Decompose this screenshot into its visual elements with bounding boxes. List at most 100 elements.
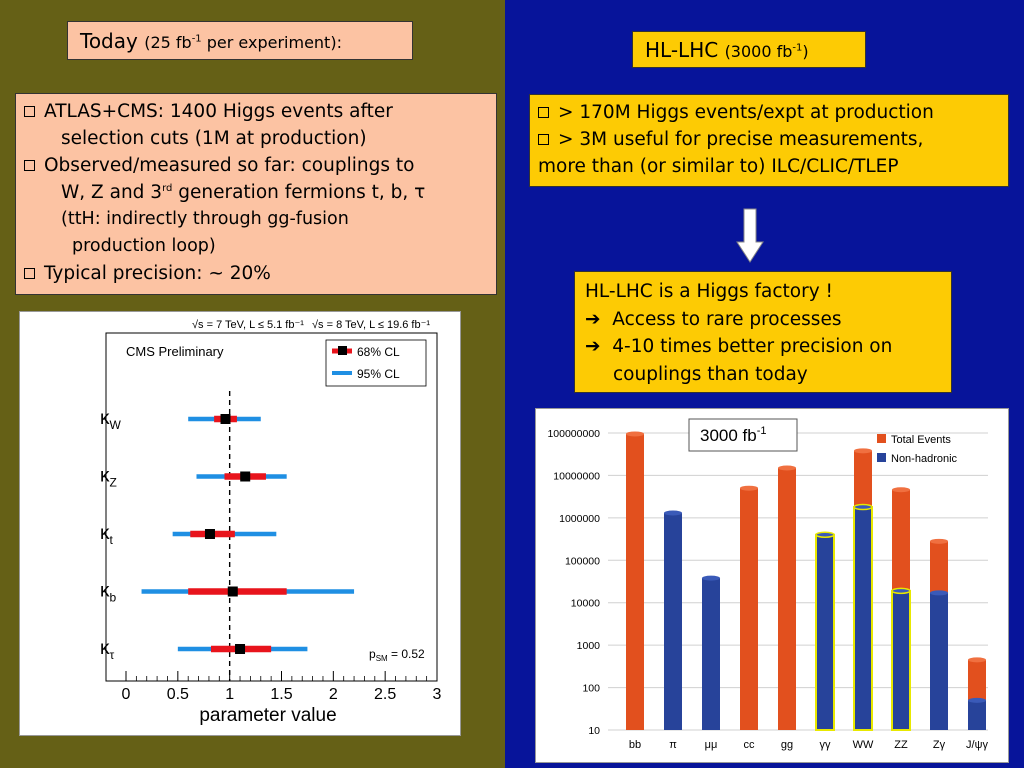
bar-total-cap — [778, 465, 796, 471]
central-value-marker — [240, 471, 251, 482]
legend-total-swatch — [877, 434, 886, 443]
chart-title: CMS Preliminary — [126, 344, 224, 359]
bar-total-cap — [626, 431, 644, 437]
legend-total-label: Total Events — [891, 434, 951, 446]
x-category-label: bb — [629, 739, 641, 751]
legend-box — [325, 339, 427, 387]
x-category-label: J/ψγ — [966, 739, 988, 751]
x-tick-label: 0 — [122, 686, 131, 703]
factory-point: ➔ 4-10 times better precision on — [585, 336, 893, 357]
legend-nonhad-label: Non-hadronic — [891, 453, 958, 465]
checkbox-bullet-icon — [538, 107, 549, 118]
central-value-marker — [204, 529, 215, 539]
legend-95-label: 95% CL — [357, 367, 400, 381]
arrow-down-icon — [736, 208, 764, 263]
bar-non-hadronic-cap — [930, 590, 948, 596]
bullet-item: > 170M Higgs events/expt at production — [538, 99, 1000, 126]
checkbox-bullet-icon — [24, 160, 35, 171]
bar-total-events — [740, 488, 758, 730]
coupling-label: κZ — [100, 466, 117, 490]
bullet-continuation: selection cuts (1M at production) — [61, 128, 367, 149]
bar-non-hadronic — [968, 700, 986, 730]
x-category-label: Zγ — [933, 739, 946, 751]
coupling-label: κt — [100, 523, 114, 547]
higgs-yield-chart: 10 100 1000 10000 100000 1000000 10000000 10000… — [547, 418, 988, 751]
x-category-label: π — [669, 739, 677, 751]
y-tick-label: 1000000 — [559, 513, 600, 525]
x-tick-label: 0.5 — [167, 686, 189, 703]
y-tick-label: 1000 — [577, 640, 601, 652]
bullet-item: Observed/measured so far: couplings to — [24, 152, 488, 179]
checkbox-bullet-icon — [24, 268, 35, 279]
factory-point-continuation: couplings than today — [613, 363, 808, 385]
x-category-label: γγ — [820, 739, 832, 751]
x-category-label: gg — [781, 739, 793, 751]
bar-non-hadronic — [891, 589, 911, 731]
x-category-label: ZZ — [894, 739, 908, 751]
checkbox-bullet-icon — [538, 134, 549, 145]
checkbox-bullet-icon — [24, 106, 35, 117]
bar-non-hadronic — [853, 506, 873, 732]
x-tick-label: 2 — [329, 686, 338, 703]
legend-68-label: 68% CL — [357, 345, 400, 359]
y-tick-label: 10000 — [571, 598, 600, 610]
inset-label: 3000 fb-1 — [700, 425, 767, 445]
factory-point: ➔ Access to rare processes — [585, 308, 842, 330]
x-category-label: μμ — [705, 739, 718, 751]
cms-coupling-chart: √s = 7 TeV, L ≤ 5.1 fb⁻¹ √s = 8 TeV, L ≤… — [100, 319, 442, 726]
bullet-item: > 3M useful for precise measurements, — [538, 126, 1000, 153]
bar-non-hadronic-cap — [664, 510, 682, 516]
y-tick-label: 10000000 — [553, 470, 600, 482]
legend-nonhad-swatch — [877, 453, 886, 462]
bullet-continuation: (ttH: indirectly through gg-fusion — [61, 209, 349, 229]
right-arrow-icon: ➔ — [585, 336, 601, 357]
bar-non-hadronic-cap — [853, 503, 873, 511]
bar-total-cap — [854, 448, 872, 454]
bar-non-hadronic-cap — [815, 531, 835, 538]
coupling-label: κb — [100, 581, 117, 605]
bar-total-events — [778, 467, 796, 730]
right-arrow-icon: ➔ — [585, 308, 601, 330]
bar-total-cap — [930, 538, 948, 544]
cms-coupling-chart-panel: √s = 7 TeV, L ≤ 5.1 fb⁻¹ √s = 8 TeV, L ≤… — [19, 311, 461, 736]
bar-non-hadronic-cap — [891, 587, 911, 595]
x-axis-label: parameter value — [199, 705, 336, 726]
bar-non-hadronic — [702, 578, 720, 730]
factory-heading: HL-LHC is a Higgs factory ! — [585, 281, 833, 302]
bar-non-hadronic-cap — [968, 697, 986, 703]
central-value-marker — [235, 644, 246, 654]
today-title: Today (25 fb-1 per experiment): — [67, 21, 413, 60]
today-summary-box: ATLAS+CMS: 1400 Higgs events after selec… — [15, 93, 497, 295]
x-tick-label: 1 — [225, 686, 234, 703]
central-value-marker — [220, 414, 231, 424]
bullet-continuation: more than (or similar to) ILC/CLIC/TLEP — [538, 156, 899, 177]
bar-non-hadronic — [664, 513, 682, 730]
hl-lhc-title: HL-LHC (3000 fb-1) — [632, 31, 866, 68]
bar-total-cap — [968, 657, 986, 663]
higgs-yield-chart-panel: 10 100 1000 10000 100000 1000000 10000000 10000… — [535, 408, 1009, 763]
p-value-annotation: pSM = 0.52 — [369, 647, 425, 663]
higgs-factory-box: HL-LHC is a Higgs factory ! ➔ Access to … — [574, 271, 952, 393]
x-tick-label: 1.5 — [270, 686, 292, 703]
inset-label-box — [688, 418, 798, 452]
bullet-continuation: production loop) — [72, 236, 216, 256]
chart-header-right: √s = 8 TeV, L ≤ 19.6 fb⁻¹ — [312, 319, 430, 331]
bar-total-cap — [740, 485, 758, 491]
y-tick-label: 100 — [582, 683, 600, 695]
bar-total-events — [626, 433, 644, 730]
bullet-continuation: W, Z and 3rd generation fermions t, b, τ — [61, 182, 426, 203]
bullet-item: ATLAS+CMS: 1400 Higgs events after — [24, 98, 488, 125]
y-tick-label: 100000000 — [547, 428, 600, 440]
legend-marker — [338, 346, 347, 355]
bar-non-hadronic — [930, 592, 948, 730]
bar-total-cap — [892, 487, 910, 493]
x-tick-label: 2.5 — [374, 686, 396, 703]
y-tick-label: 100000 — [565, 555, 600, 567]
bar-non-hadronic-cap — [702, 575, 720, 581]
hl-lhc-summary-box: > 170M Higgs events/expt at production >… — [529, 94, 1009, 187]
coupling-label: κτ — [100, 638, 115, 662]
x-category-label: WW — [853, 739, 874, 751]
coupling-label: κW — [100, 408, 122, 432]
x-category-label: cc — [744, 739, 756, 751]
bullet-item: Typical precision: ~ 20% — [24, 260, 488, 287]
